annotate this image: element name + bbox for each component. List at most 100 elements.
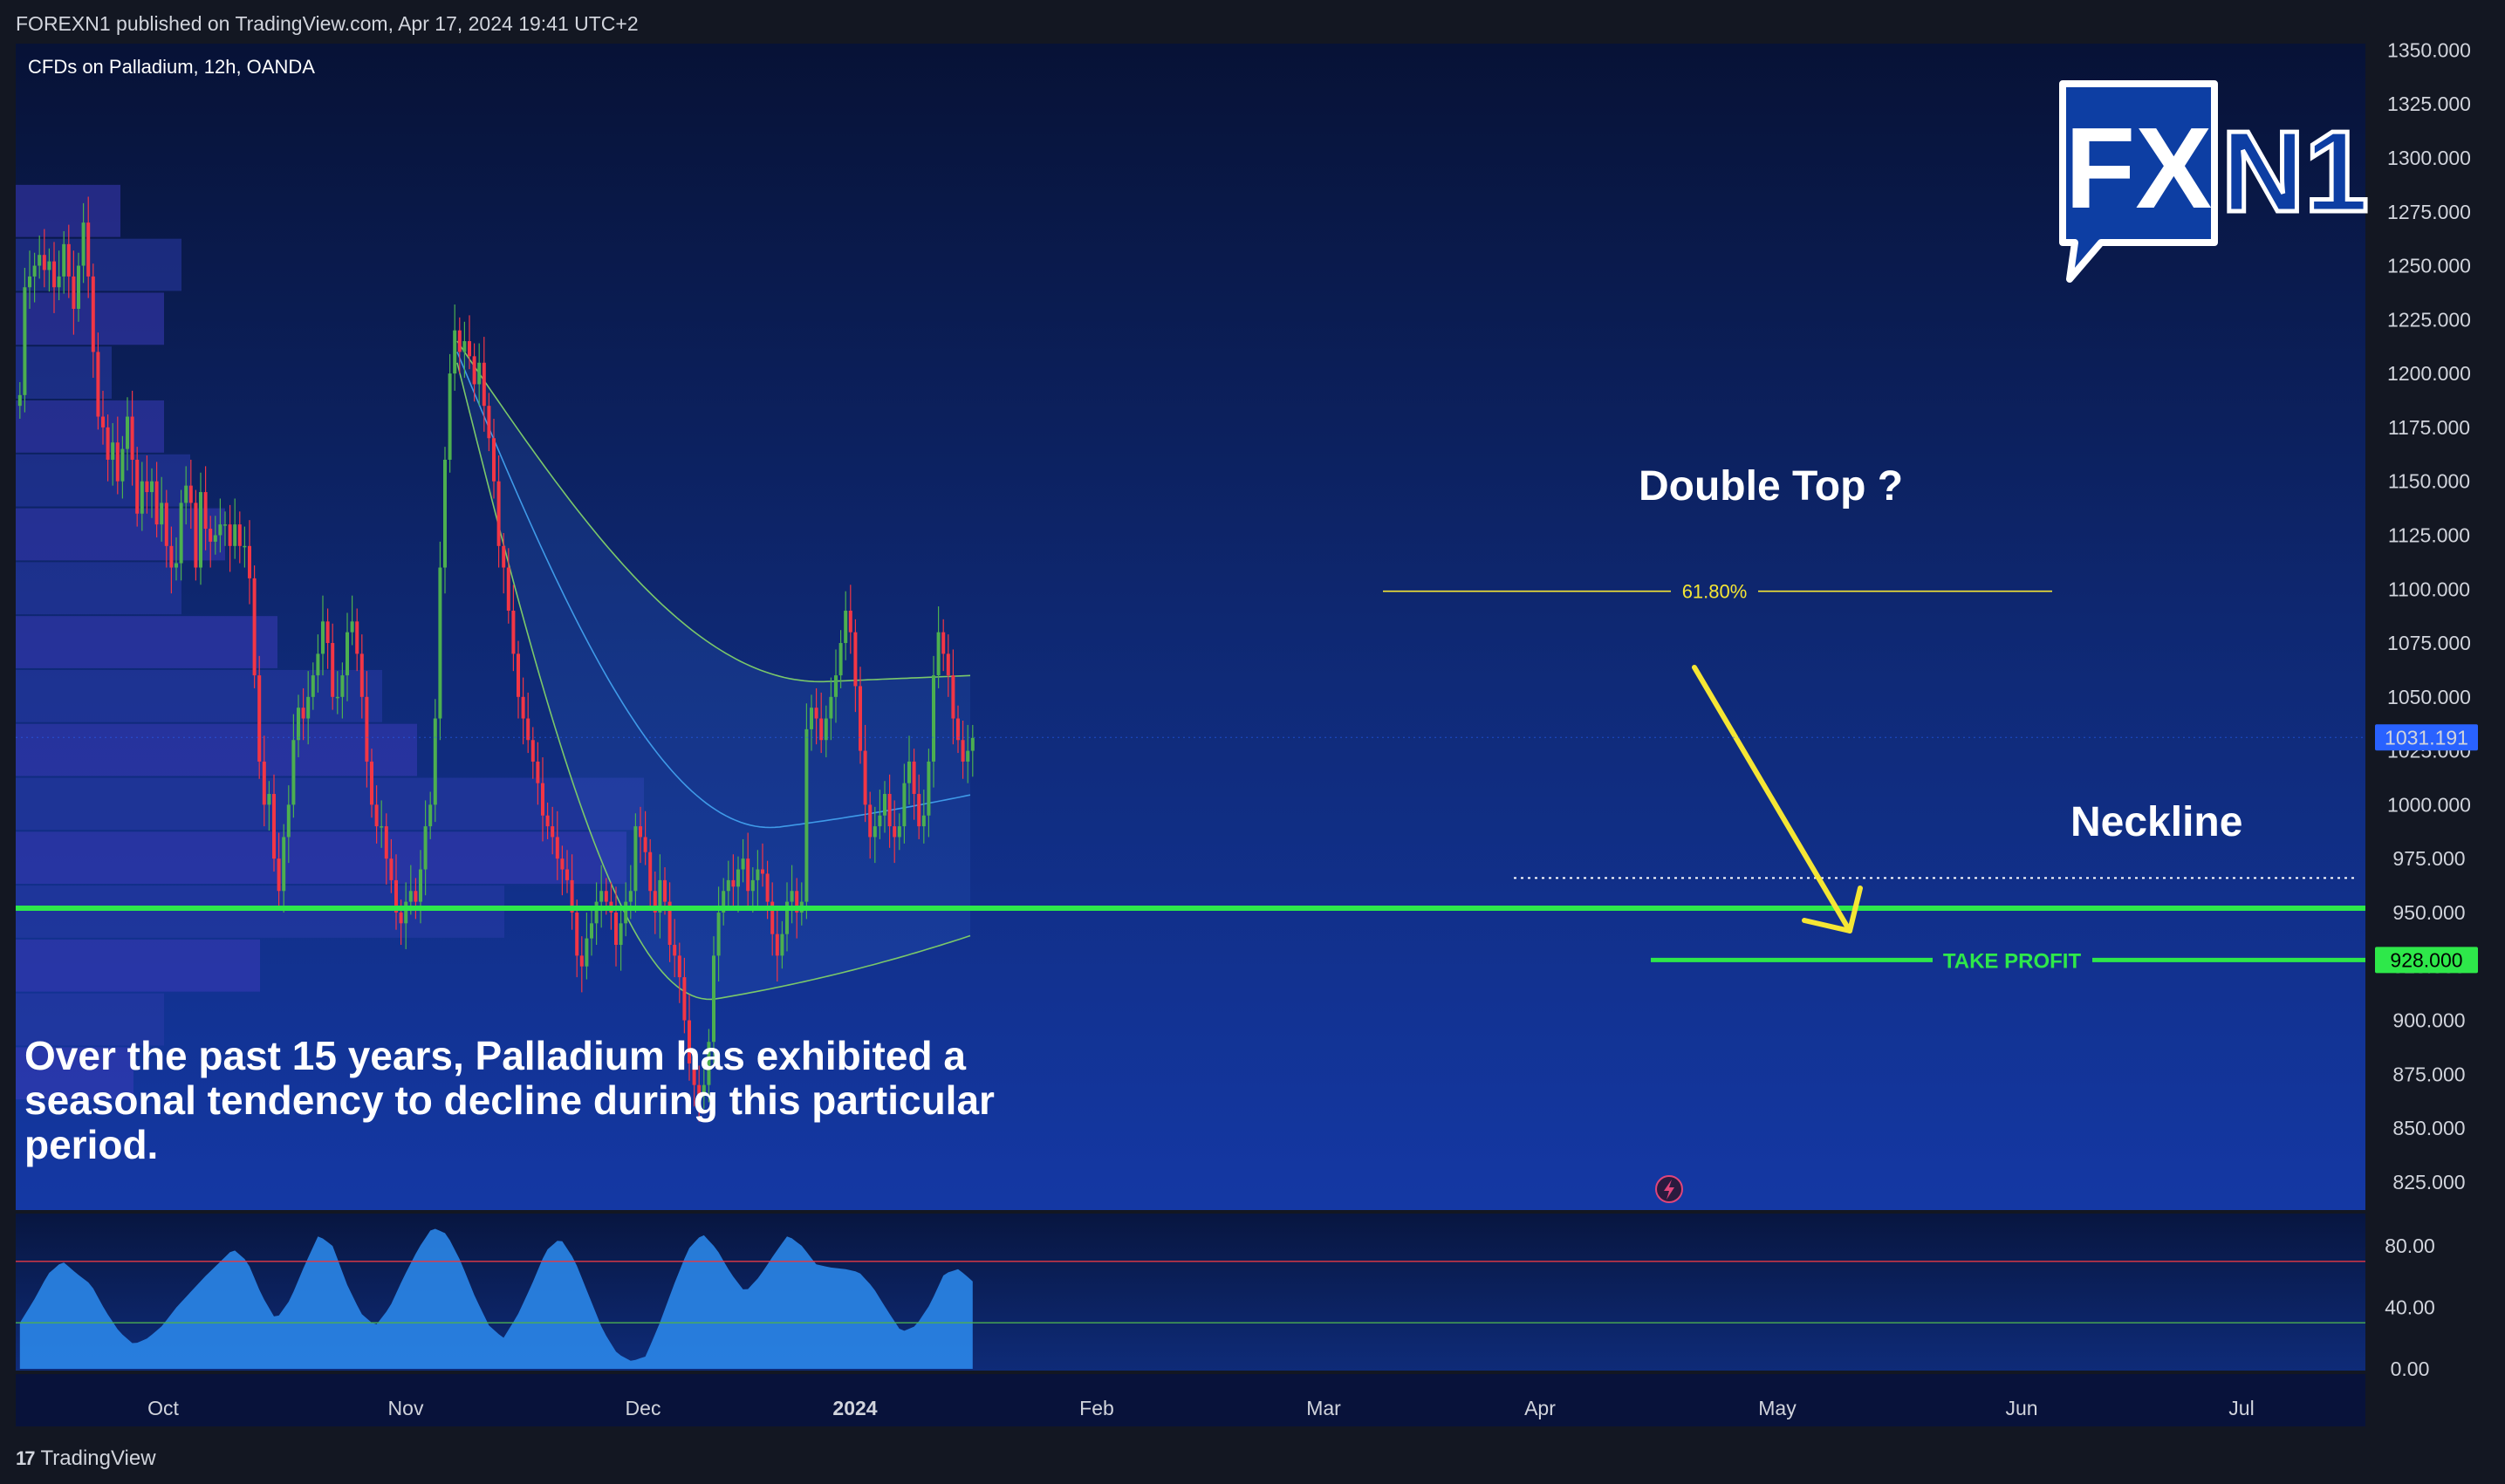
candle-body xyxy=(775,933,779,956)
candle-body xyxy=(643,837,647,852)
candle-body xyxy=(496,481,501,546)
price-tick-label: 900.000 xyxy=(2392,1009,2465,1032)
candle-body xyxy=(346,632,349,676)
candle-body xyxy=(370,761,373,805)
publisher-text: FOREXN1 published on TradingView.com, Ap… xyxy=(16,12,639,35)
price-axis: 1350.000 1325.000 1300.000 1275.000 1250.000… xyxy=(16,38,2478,1193)
candle-body xyxy=(907,761,911,783)
candle-body xyxy=(824,718,828,741)
candle-body xyxy=(228,524,232,546)
candle-body xyxy=(736,869,740,887)
time-axis-band xyxy=(16,1374,2365,1426)
candle-body xyxy=(619,923,623,946)
candle-body xyxy=(248,545,251,578)
candle-body xyxy=(374,804,379,827)
price-tick-label: 1000.000 xyxy=(2387,793,2471,816)
candle-body xyxy=(726,879,730,892)
candle-body xyxy=(408,891,413,902)
price-tick-label: 1200.000 xyxy=(2387,362,2471,385)
candle-body xyxy=(648,851,653,892)
price-tick-label: 1325.000 xyxy=(2387,92,2471,115)
candle-body xyxy=(663,879,667,902)
price-tick-label: 875.000 xyxy=(2392,1063,2465,1085)
price-tick-label: 950.000 xyxy=(2392,901,2465,924)
candle-body xyxy=(355,621,359,654)
candle-body xyxy=(893,826,897,838)
candle-body xyxy=(859,686,862,751)
candle-body xyxy=(203,492,208,530)
tradingview-brand: TradingView xyxy=(40,1446,156,1470)
candle-body xyxy=(511,610,516,654)
candle-body xyxy=(756,869,760,880)
candle-body xyxy=(404,901,408,924)
candle-body xyxy=(321,621,325,654)
time-tick-label: Dec xyxy=(626,1397,661,1419)
time-tick-label: 2024 xyxy=(832,1397,877,1419)
candle-body xyxy=(335,696,339,699)
candle-body xyxy=(848,610,852,633)
volume-profile-row xyxy=(16,723,417,776)
time-tick-label: Nov xyxy=(388,1397,424,1419)
candle-body xyxy=(502,545,506,568)
price-levels: 61.80% TAKE PROFIT xyxy=(16,581,2365,1203)
candle-body xyxy=(712,955,715,1043)
candle-body xyxy=(688,1020,691,1063)
price-tick-label: 1050.000 xyxy=(2387,686,2471,708)
candle-body xyxy=(145,481,149,493)
candle-body xyxy=(590,923,593,939)
lightning-bolt-icon xyxy=(1664,1180,1674,1200)
candle-body xyxy=(492,438,496,482)
candle-body xyxy=(86,222,91,277)
candle-body xyxy=(286,804,291,838)
candle-body xyxy=(213,535,217,542)
logo-fx-text: FX xyxy=(2065,104,2213,232)
oscillator-tick-label: 0.00 xyxy=(2391,1357,2430,1380)
candle-body xyxy=(541,783,544,816)
candle-body xyxy=(140,481,144,514)
tradingview-logo[interactable]: 17 TradingView xyxy=(16,1446,156,1472)
footer-bar xyxy=(0,1431,2505,1484)
candle-body xyxy=(883,794,886,816)
oscillator-axis: 80.00 40.00 0.00 xyxy=(2385,1234,2435,1380)
candle-body xyxy=(237,524,242,546)
candle-body xyxy=(365,696,369,762)
candle-body xyxy=(28,276,31,288)
candlesticks xyxy=(17,196,975,1122)
candle-body xyxy=(282,837,286,892)
candle-body xyxy=(184,485,188,503)
candle-body xyxy=(106,427,110,460)
candle-body xyxy=(32,265,37,277)
candle-body xyxy=(545,815,550,827)
down-arrow-icon xyxy=(1692,665,1852,933)
time-tick-label: Jul xyxy=(2228,1397,2254,1419)
candle-body xyxy=(135,459,140,514)
double-top-annotation: Double Top ? xyxy=(1639,463,1904,509)
volume-profile-row xyxy=(16,292,164,345)
logo-speech-bubble xyxy=(2059,80,2218,283)
main-pane[interactable] xyxy=(16,44,2365,1210)
candle-body xyxy=(912,761,916,795)
candle-body xyxy=(218,524,222,536)
volume-profile-row xyxy=(16,1047,133,1100)
candle-body xyxy=(966,750,970,762)
candle-body xyxy=(677,955,681,978)
envelope-upper-line xyxy=(456,340,971,683)
candle-body xyxy=(526,718,530,741)
volume-profile-row xyxy=(16,777,644,831)
time-tick-label: Apr xyxy=(1524,1397,1556,1419)
arrow-head-icon xyxy=(1802,886,1863,933)
candle-body xyxy=(814,708,818,719)
price-tick-label: 1100.000 xyxy=(2388,578,2470,600)
price-tick-label: 1175.000 xyxy=(2388,416,2470,439)
candle-body xyxy=(179,503,183,564)
candle-body xyxy=(653,891,657,913)
candle-body xyxy=(72,276,76,309)
candle-body xyxy=(790,891,794,902)
candle-body xyxy=(448,373,452,460)
candle-body xyxy=(306,696,311,719)
take-profit-price-label: 928.000 xyxy=(2390,948,2462,971)
candle-body xyxy=(604,891,608,902)
candle-body xyxy=(707,1042,711,1085)
candle-body xyxy=(331,643,335,697)
